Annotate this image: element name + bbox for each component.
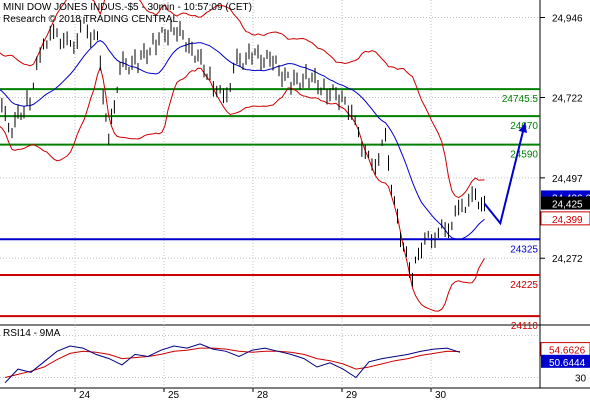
bollinger-bands — [0, 0, 485, 312]
time-axis-labels: 24 25 28 29 30 — [74, 388, 447, 400]
lower-band — [0, 65, 485, 312]
upper-band — [0, 0, 485, 199]
price-tick-label: 24,497 — [552, 174, 583, 185]
time-tick-label: 28 — [257, 390, 269, 400]
projection-arrow — [483, 122, 528, 226]
price-axis-labels: 24,946 24,722 24,497 24,272 — [540, 14, 583, 265]
current-price-box — [540, 211, 590, 226]
rsi-value-label: 50.6444 — [549, 358, 586, 369]
current-price-box — [541, 196, 590, 210]
level-label: 24745.5 — [502, 94, 539, 105]
moving-average — [0, 40, 485, 240]
chart-title: MINI DOW JONES INDUS.-$5 - 30min - 10:57… — [3, 2, 252, 13]
price-tick-label: 24,272 — [552, 254, 583, 265]
price-series — [1, 16, 485, 287]
rsi-title: RSI14 - 9MA — [3, 328, 61, 339]
level-label: 24325 — [510, 244, 538, 255]
price-tick-label: 24,722 — [552, 94, 583, 105]
rsi-line — [4, 343, 461, 384]
rsi-value-label: 54.6626 — [549, 346, 586, 357]
current-price-label: 24,399 — [552, 215, 583, 226]
time-tick-label: 30 — [435, 390, 447, 400]
level-label: 24110 — [511, 321, 539, 332]
grid — [0, 0, 540, 388]
copyright-text: Research © 2018 TRADING CENTRAL — [3, 14, 179, 25]
time-tick-label: 29 — [346, 390, 358, 400]
projection-path — [483, 122, 526, 226]
rsi-tick-label: 30 — [575, 374, 587, 385]
rsi-ma-line — [4, 347, 461, 378]
time-tick-label: 24 — [79, 390, 91, 400]
level-label: 24225 — [510, 280, 538, 291]
projection-arrowhead — [518, 123, 528, 134]
current-price-label: 24,425 — [552, 200, 583, 211]
level-label: 24590 — [510, 150, 538, 161]
price-tick-label: 24,946 — [552, 14, 583, 25]
time-tick-label: 25 — [168, 390, 180, 400]
rsi-value-box — [541, 354, 590, 368]
